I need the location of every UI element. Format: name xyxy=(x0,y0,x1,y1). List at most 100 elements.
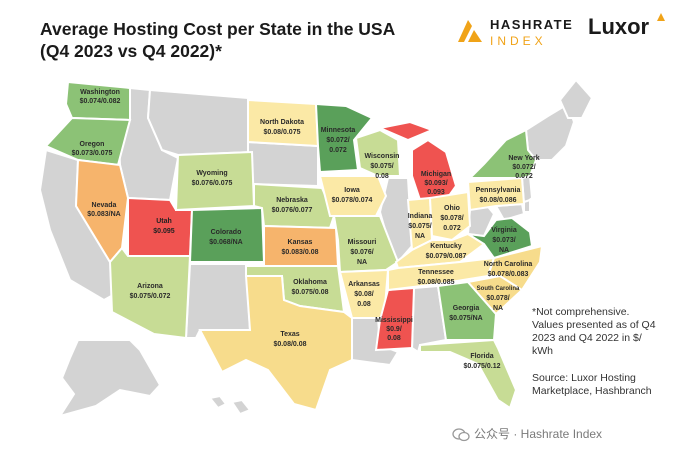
source-line-1: Source: Luxor Hosting xyxy=(532,372,636,384)
label-michigan-value-2: 0.093 xyxy=(427,189,445,196)
label-indiana-value: $0.075/ xyxy=(408,223,431,230)
label-new-york-value: $0.072/ xyxy=(512,164,535,171)
label-arkansas-value: $0.08/ xyxy=(354,291,374,298)
footnote-line-2: Values presented as of Q4 xyxy=(532,319,656,331)
label-mississippi-value-2: 0.08 xyxy=(387,335,401,342)
title-line-2: (Q4 2023 vs Q4 2022)* xyxy=(40,41,222,61)
label-michigan-name: Michigan xyxy=(421,171,451,178)
label-washington-value: $0.074/0.082 xyxy=(80,98,121,105)
state-michigan xyxy=(411,138,458,201)
label-kentucky-name: Kentucky xyxy=(430,243,462,250)
label-missouri-name: Missouri xyxy=(348,239,377,246)
index-logo-word: INDEX xyxy=(490,34,547,48)
label-wisconsin-value: $0.075/ xyxy=(370,163,393,170)
state-delaware-area xyxy=(523,198,531,213)
state-virginia xyxy=(467,216,534,260)
label-arkansas-name: Arkansas xyxy=(348,281,380,288)
label-kansas-name: Kansas xyxy=(288,239,313,246)
luxor-logo-icon xyxy=(657,13,665,21)
hashrate-logo-icon xyxy=(458,20,482,42)
label-ohio-value: $0.078/ xyxy=(440,215,463,222)
label-oregon-value: $0.073/0.075 xyxy=(72,150,113,157)
state-oregon xyxy=(44,116,132,167)
state-hawaii xyxy=(208,394,228,410)
label-texas-name: Texas xyxy=(280,331,299,338)
label-oregon-name: Oregon xyxy=(80,141,105,148)
label-wyoming-value: $0.076/0.075 xyxy=(192,180,233,187)
hashrate-logo-word: HASHRATE xyxy=(490,17,574,32)
state-iowa xyxy=(318,175,388,217)
label-virginia-value-2: NA xyxy=(499,247,509,254)
label-minnesota-name: Minnesota xyxy=(321,127,356,134)
label-indiana-value-2: NA xyxy=(415,233,425,240)
colored-states xyxy=(44,80,544,412)
label-georgia-name: Georgia xyxy=(453,305,480,312)
luxor-logo: Luxor xyxy=(588,13,665,40)
label-pennsylvania-value: $0.08/0.086 xyxy=(480,197,517,204)
state-wisconsin xyxy=(354,128,402,177)
label-colorado-value: $0.068/NA xyxy=(209,239,242,246)
state-maine xyxy=(558,78,594,119)
label-arkansas-value-2: 0.08 xyxy=(357,301,371,308)
footnote-line-3: 2023 and Q4 2022 in $/ xyxy=(532,332,642,344)
label-georgia-value: $0.075/NA xyxy=(449,315,482,322)
state-south-dakota xyxy=(247,140,319,188)
label-texas-value: $0.08/0.08 xyxy=(273,341,306,348)
label-nebraska-value: $0.076/0.077 xyxy=(272,207,313,214)
label-virginia-name: Virginia xyxy=(491,227,517,234)
label-utah-value: $0.095 xyxy=(153,228,175,235)
label-ohio-name: Ohio xyxy=(444,205,460,212)
state-kansas xyxy=(263,224,340,267)
state-hawaii-2 xyxy=(230,398,252,416)
label-north-dakota-value: $0.08/0.075 xyxy=(264,129,301,136)
state-georgia xyxy=(436,280,498,341)
label-missouri-value: $0.076/ xyxy=(350,249,373,256)
label-minnesota-value-2: 0.072 xyxy=(329,147,347,154)
label-oklahoma-value: $0.075/0.08 xyxy=(292,289,329,296)
label-south-carolina-name: South Carolina xyxy=(477,286,520,292)
state-minnesota xyxy=(314,102,374,174)
chart-title: Average Hosting Cost per State in the US… xyxy=(40,18,440,62)
luxor-logo-word: Luxor xyxy=(588,14,650,39)
state-montana xyxy=(146,88,254,157)
label-south-carolina-value: $0.078/ xyxy=(486,295,509,302)
label-arizona-name: Arizona xyxy=(137,283,163,290)
watermark-text: 公众号 · Hashrate Index xyxy=(474,427,603,441)
label-virginia-value: $0.073/ xyxy=(492,237,515,244)
label-oklahoma-name: Oklahoma xyxy=(293,279,327,286)
wechat-icon xyxy=(452,428,470,441)
label-nevada-name: Nevada xyxy=(92,202,117,209)
label-new-york-value-2: 0.072 xyxy=(515,173,533,180)
label-colorado-name: Colorado xyxy=(211,229,242,236)
footnote-line-1: *Not comprehensive. xyxy=(532,306,630,318)
state-pennsylvania xyxy=(466,176,526,212)
state-new-york xyxy=(467,128,538,179)
label-utah-name: Utah xyxy=(156,218,172,225)
label-north-dakota-name: North Dakota xyxy=(260,119,304,126)
label-nebraska-name: Nebraska xyxy=(276,197,308,204)
label-new-york-name: New York xyxy=(508,155,539,162)
uncolored-states xyxy=(38,78,594,418)
watermark: 公众号 · Hashrate Index xyxy=(452,425,602,442)
label-iowa-value: $0.078/0.074 xyxy=(332,197,373,204)
label-wisconsin-name: Wisconsin xyxy=(365,153,400,160)
label-kentucky-value: $0.079/0.087 xyxy=(426,253,467,260)
label-indiana-name: Indiana xyxy=(408,213,433,220)
label-mississippi-name: Mississippi xyxy=(375,317,413,324)
state-ohio xyxy=(428,190,472,242)
label-ohio-value-2: 0.072 xyxy=(443,225,461,232)
state-alaska xyxy=(57,339,162,418)
label-tennessee-value: $0.08/0.085 xyxy=(418,279,455,286)
state-michigan-up xyxy=(376,120,435,142)
source-line-2: Marketplace, Hashbranch xyxy=(532,385,652,397)
label-florida-name: Florida xyxy=(470,353,493,360)
state-texas xyxy=(198,275,353,412)
label-north-carolina-name: North Carolina xyxy=(484,261,533,268)
label-iowa-name: Iowa xyxy=(344,187,360,194)
label-north-carolina-value: $0.078/0.083 xyxy=(488,271,529,278)
label-kansas-value: $0.083/0.08 xyxy=(282,249,319,256)
label-pennsylvania-name: Pennsylvania xyxy=(476,187,521,194)
state-new-mexico xyxy=(184,263,252,339)
footnote: *Not comprehensive. Values presented as … xyxy=(532,306,692,358)
